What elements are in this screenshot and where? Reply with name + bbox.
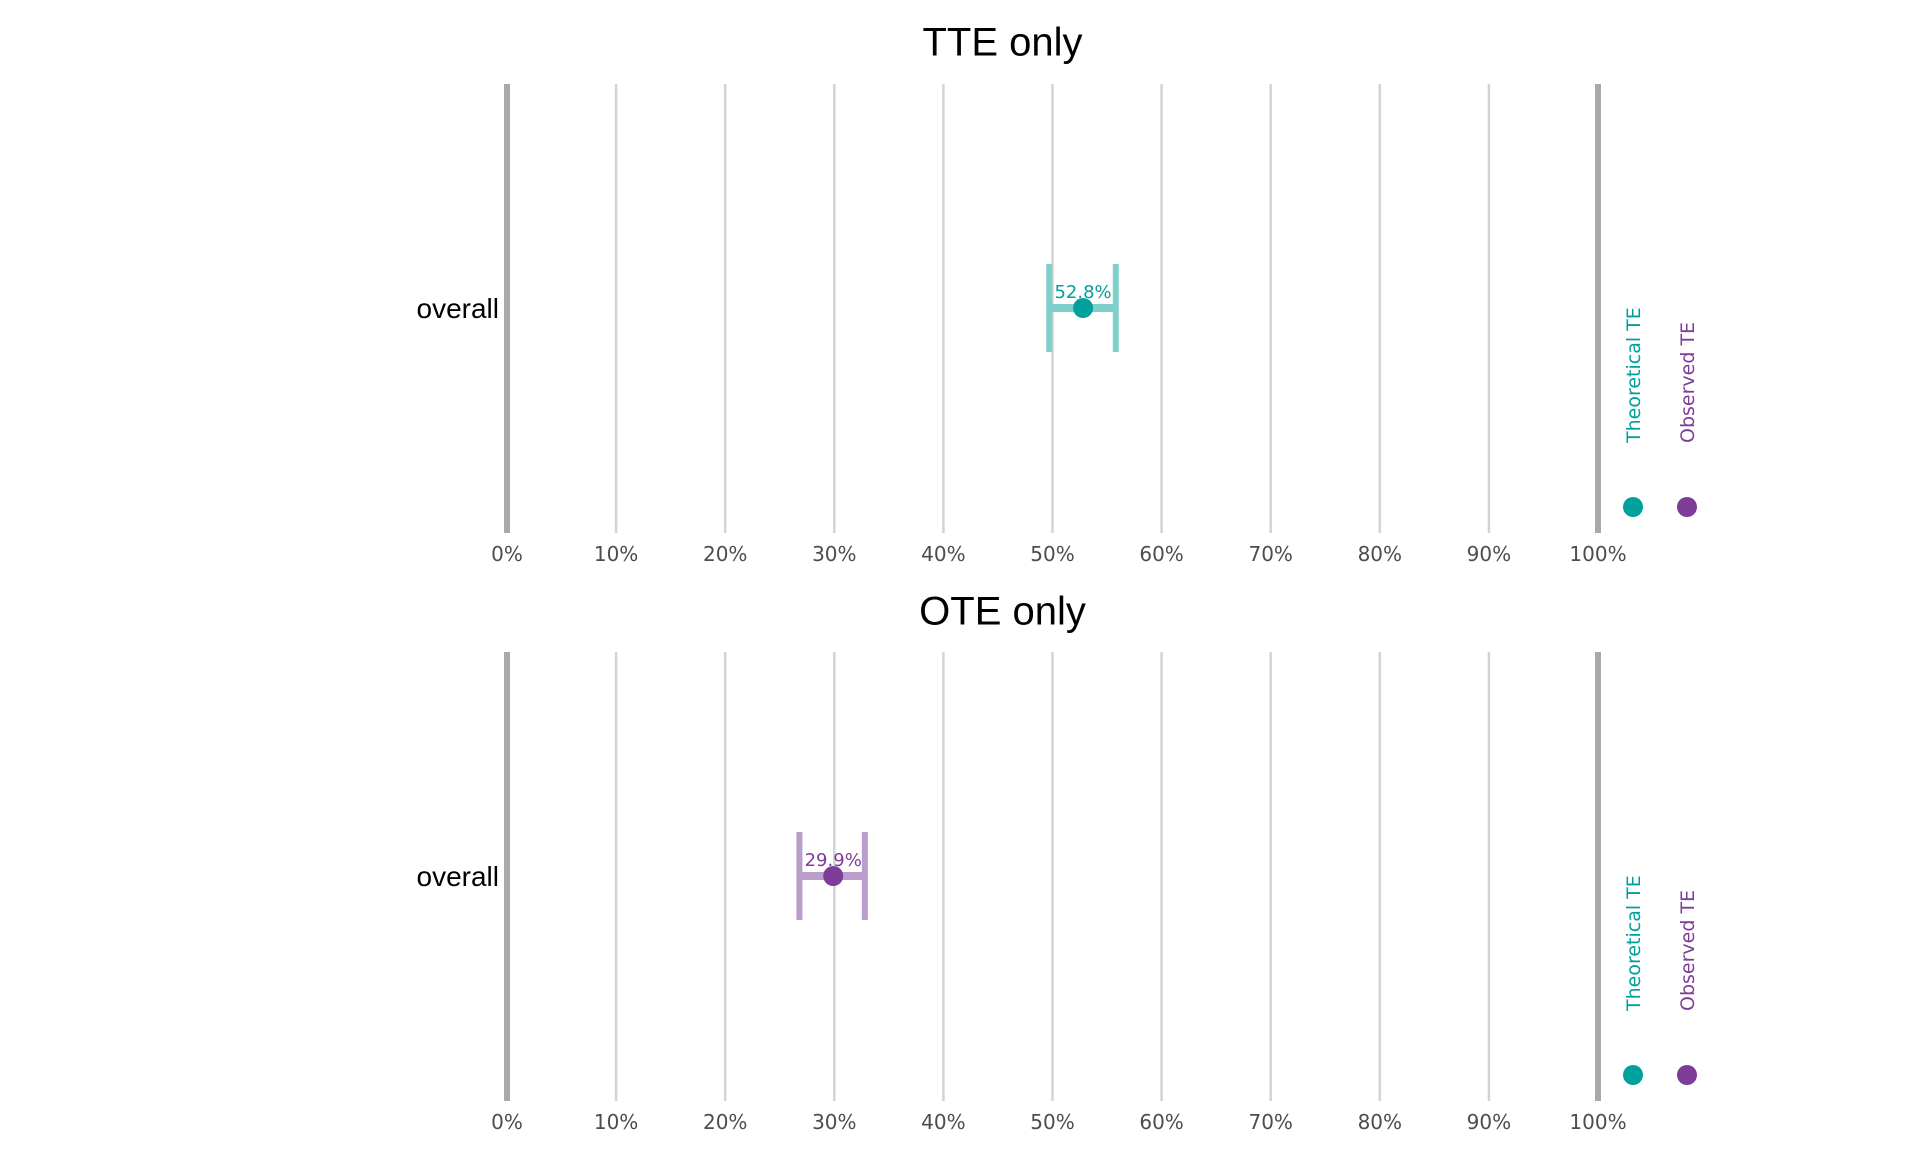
x-tick-label: 80% bbox=[1358, 1110, 1402, 1134]
legend-observed-marker bbox=[1677, 497, 1697, 517]
row-label-overall: overall bbox=[417, 293, 499, 324]
x-tick-label: 20% bbox=[703, 542, 747, 566]
x-tick-label: 100% bbox=[1569, 1110, 1626, 1134]
x-tick-label: 0% bbox=[491, 1110, 523, 1134]
x-tick-label: 90% bbox=[1467, 1110, 1511, 1134]
x-tick-label: 70% bbox=[1248, 1110, 1292, 1134]
x-tick-label: 0% bbox=[491, 542, 523, 566]
x-tick-label: 10% bbox=[594, 1110, 638, 1134]
x-tick-label: 60% bbox=[1139, 1110, 1183, 1134]
data-label: 52.8% bbox=[1054, 282, 1111, 303]
legend-theoretical-marker bbox=[1623, 497, 1643, 517]
legend-observed-label: Observed TE bbox=[1677, 890, 1699, 1011]
row-label-overall: overall bbox=[417, 861, 499, 892]
x-tick-label: 60% bbox=[1139, 542, 1183, 566]
panel-title: TTE only bbox=[922, 21, 1082, 65]
x-tick-label: 100% bbox=[1569, 542, 1626, 566]
x-tick-label: 50% bbox=[1030, 542, 1074, 566]
x-tick-label: 40% bbox=[921, 542, 965, 566]
legend-observed-label: Observed TE bbox=[1677, 322, 1699, 443]
x-tick-label: 50% bbox=[1030, 1110, 1074, 1134]
legend-theoretical-label: Theoretical TE bbox=[1623, 307, 1645, 444]
x-tick-label: 30% bbox=[812, 542, 856, 566]
legend-theoretical-marker bbox=[1623, 1065, 1643, 1085]
legend-observed-marker bbox=[1677, 1065, 1697, 1085]
data-point bbox=[823, 866, 844, 886]
x-tick-label: 40% bbox=[921, 1110, 965, 1134]
x-tick-label: 10% bbox=[594, 542, 638, 566]
panel-title: OTE only bbox=[919, 590, 1086, 634]
x-tick-label: 80% bbox=[1358, 542, 1402, 566]
x-tick-label: 90% bbox=[1467, 542, 1511, 566]
data-label: 29.9% bbox=[805, 850, 862, 871]
legend-theoretical-label: Theoretical TE bbox=[1623, 875, 1645, 1012]
data-point bbox=[1073, 298, 1094, 318]
x-tick-label: 30% bbox=[812, 1110, 856, 1134]
x-tick-label: 70% bbox=[1248, 542, 1292, 566]
x-tick-label: 20% bbox=[703, 1110, 747, 1134]
